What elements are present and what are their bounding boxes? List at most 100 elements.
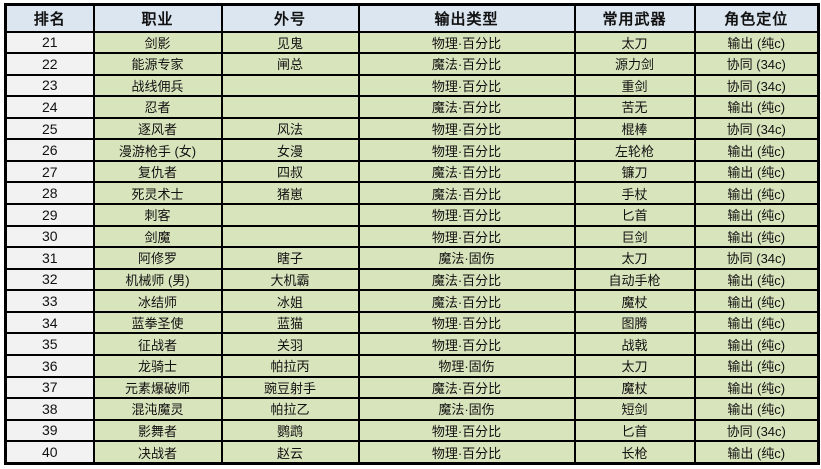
cell-job: 混沌魔灵 — [92, 397, 223, 421]
cell-rank: 31 — [4, 246, 95, 270]
cell-rank: 30 — [4, 224, 95, 249]
cell-output-type: 魔法·百分比 — [357, 52, 576, 76]
cell-nickname: 冰姐 — [220, 289, 360, 313]
header-job: 职业 — [92, 3, 223, 33]
header-role: 角色定位 — [693, 3, 820, 33]
header-weapon: 常用武器 — [573, 3, 696, 33]
cell-rank: 26 — [4, 138, 95, 162]
cell-role: 协同 (34c) — [693, 116, 820, 141]
cell-rank: 35 — [4, 332, 95, 356]
cell-nickname: 大机霸 — [220, 267, 360, 292]
cell-job: 冰结师 — [92, 289, 223, 313]
cell-rank: 36 — [4, 353, 95, 378]
cell-weapon: 长枪 — [573, 440, 696, 465]
cell-nickname — [220, 95, 360, 119]
cell-rank: 32 — [4, 267, 95, 292]
table-row: 22 能源专家 闸总 魔法·百分比 源力剑 协同 (34c) — [4, 52, 820, 76]
table-row: 23 战线佣兵 物理·百分比 重剑 协同 (34c) — [4, 73, 820, 98]
cell-weapon: 太刀 — [573, 246, 696, 270]
cell-weapon: 魔杖 — [573, 375, 696, 400]
cell-weapon: 手杖 — [573, 181, 696, 205]
cell-job: 刺客 — [92, 203, 223, 227]
cell-role: 输出 (纯c) — [693, 159, 820, 184]
cell-output-type: 魔法·百分比 — [357, 289, 576, 313]
table-row: 39 影舞者 鹦鹉 物理·百分比 匕首 协同 (34c) — [4, 418, 820, 443]
cell-output-type: 魔法·百分比 — [357, 159, 576, 184]
header-output-type: 输出类型 — [357, 3, 576, 33]
cell-output-type: 物理·百分比 — [357, 310, 576, 335]
cell-nickname: 赵云 — [220, 440, 360, 465]
cell-nickname: 风法 — [220, 116, 360, 141]
cell-output-type: 魔法·百分比 — [357, 375, 576, 400]
cell-role: 输出 (纯c) — [693, 181, 820, 205]
cell-rank: 39 — [4, 418, 95, 443]
cell-job: 漫游枪手 (女) — [92, 138, 223, 162]
cell-job: 剑魔 — [92, 224, 223, 249]
cell-rank: 29 — [4, 203, 95, 227]
cell-rank: 38 — [4, 397, 95, 421]
cell-role: 输出 (纯c) — [693, 353, 820, 378]
cell-job: 龙骑士 — [92, 353, 223, 378]
table-row: 27 复仇者 四叔 魔法·百分比 镰刀 输出 (纯c) — [4, 159, 820, 184]
cell-role: 协同 (34c) — [693, 418, 820, 443]
cell-rank: 21 — [4, 30, 95, 55]
cell-output-type: 魔法·百分比 — [357, 95, 576, 119]
cell-output-type: 魔法·固伤 — [357, 246, 576, 270]
cell-output-type: 魔法·百分比 — [357, 267, 576, 292]
cell-nickname: 帕拉乙 — [220, 397, 360, 421]
header-row: 排名 职业 外号 输出类型 常用武器 角色定位 — [4, 3, 820, 33]
table-row: 28 死灵术士 猪崽 魔法·百分比 手杖 输出 (纯c) — [4, 181, 820, 205]
cell-role: 输出 (纯c) — [693, 203, 820, 227]
cell-nickname: 蓝猫 — [220, 310, 360, 335]
table-body: 21 剑影 见鬼 物理·百分比 太刀 输出 (纯c) 22 能源专家 闸总 魔法… — [4, 30, 820, 465]
cell-nickname — [220, 224, 360, 249]
cell-output-type: 物理·百分比 — [357, 418, 576, 443]
cell-nickname: 帕拉丙 — [220, 353, 360, 378]
table-row: 26 漫游枪手 (女) 女漫 物理·百分比 左轮枪 输出 (纯c) — [4, 138, 820, 162]
table-row: 38 混沌魔灵 帕拉乙 魔法·固伤 短剑 输出 (纯c) — [4, 397, 820, 421]
ranking-table: 排名 职业 外号 输出类型 常用武器 角色定位 21 剑影 见鬼 物理·百分比 … — [4, 3, 820, 465]
cell-weapon: 巨剑 — [573, 224, 696, 249]
cell-nickname: 闸总 — [220, 52, 360, 76]
table-row: 25 逐风者 风法 物理·百分比 棍棒 协同 (34c) — [4, 116, 820, 141]
cell-nickname: 女漫 — [220, 138, 360, 162]
table-row: 32 机械师 (男) 大机霸 魔法·百分比 自动手枪 输出 (纯c) — [4, 267, 820, 292]
cell-output-type: 物理·百分比 — [357, 440, 576, 465]
header-rank: 排名 — [4, 3, 95, 33]
cell-nickname: 四叔 — [220, 159, 360, 184]
cell-job: 影舞者 — [92, 418, 223, 443]
cell-job: 决战者 — [92, 440, 223, 465]
cell-rank: 27 — [4, 159, 95, 184]
cell-job: 阿修罗 — [92, 246, 223, 270]
header-nickname: 外号 — [220, 3, 360, 33]
cell-rank: 40 — [4, 440, 95, 465]
table-row: 34 蓝拳圣使 蓝猫 物理·百分比 图腾 输出 (纯c) — [4, 310, 820, 335]
cell-weapon: 匕首 — [573, 418, 696, 443]
cell-nickname: 关羽 — [220, 332, 360, 356]
cell-nickname: 豌豆射手 — [220, 375, 360, 400]
cell-rank: 23 — [4, 73, 95, 98]
table-row: 24 忍者 魔法·百分比 苦无 输出 (纯c) — [4, 95, 820, 119]
cell-rank: 22 — [4, 52, 95, 76]
cell-weapon: 源力剑 — [573, 52, 696, 76]
cell-role: 输出 (纯c) — [693, 310, 820, 335]
cell-job: 能源专家 — [92, 52, 223, 76]
cell-role: 输出 (纯c) — [693, 440, 820, 465]
cell-role: 输出 (纯c) — [693, 95, 820, 119]
cell-rank: 37 — [4, 375, 95, 400]
cell-rank: 25 — [4, 116, 95, 141]
cell-weapon: 太刀 — [573, 30, 696, 55]
cell-role: 输出 (纯c) — [693, 397, 820, 421]
cell-output-type: 物理·百分比 — [357, 116, 576, 141]
table-row: 31 阿修罗 瞎子 魔法·固伤 太刀 协同 (34c) — [4, 246, 820, 270]
cell-role: 输出 (纯c) — [693, 375, 820, 400]
cell-rank: 24 — [4, 95, 95, 119]
cell-output-type: 物理·百分比 — [357, 73, 576, 98]
cell-weapon: 棍棒 — [573, 116, 696, 141]
cell-job: 死灵术士 — [92, 181, 223, 205]
cell-job: 战线佣兵 — [92, 73, 223, 98]
table-row: 33 冰结师 冰姐 魔法·百分比 魔杖 输出 (纯c) — [4, 289, 820, 313]
cell-output-type: 魔法·百分比 — [357, 181, 576, 205]
cell-job: 逐风者 — [92, 116, 223, 141]
cell-weapon: 苦无 — [573, 95, 696, 119]
